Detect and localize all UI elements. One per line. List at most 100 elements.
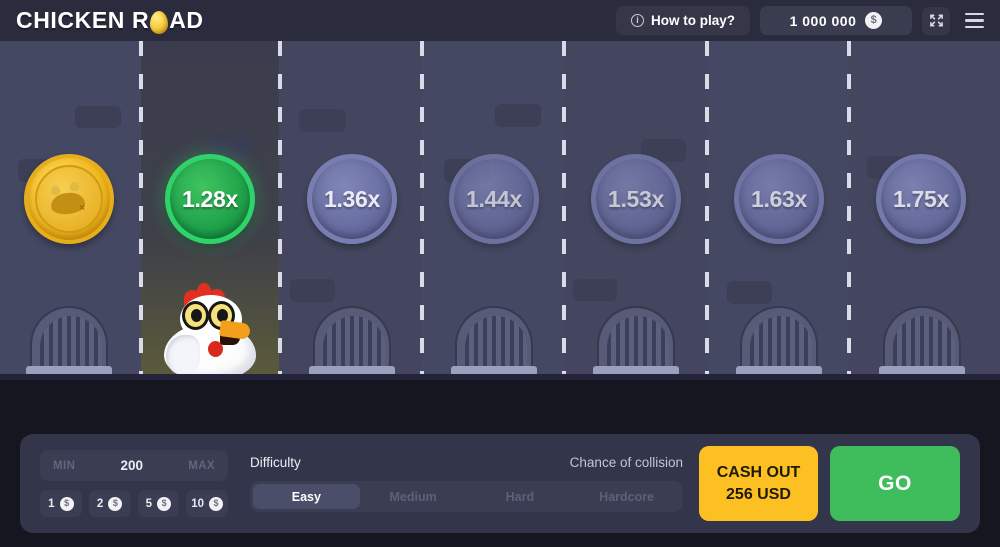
lane-arch (736, 306, 822, 376)
arch-base (736, 366, 822, 376)
go-button[interactable]: GO (830, 446, 960, 521)
coin-inner: × (35, 165, 103, 233)
quick-bet-10[interactable]: 10 $ (186, 490, 228, 517)
bet-controls: MIN 200 MAX 1 $ 2 $ 5 $ 10 (32, 450, 228, 517)
arch-bars (750, 316, 812, 368)
coin-face (876, 154, 966, 244)
coin-multiplier-next[interactable]: 1.36x (307, 154, 397, 244)
coin-multiplier[interactable]: 1.63x (734, 154, 824, 244)
lane-arch (879, 306, 965, 376)
lane-arch (26, 306, 112, 376)
cash-out-button[interactable]: CASH OUT 256 USD (699, 446, 818, 521)
arch-bars (40, 316, 102, 368)
dollar-coin-icon: $ (209, 496, 224, 511)
menu-line-3 (964, 25, 984, 29)
quick-bet-2[interactable]: 2 $ (88, 490, 131, 517)
difficulty-section: Difficulty Chance of collision Easy Medi… (228, 455, 699, 512)
logo-text-right: AD (169, 7, 204, 33)
quick-bet-amount: 2 (96, 497, 104, 510)
lane-arch (451, 306, 537, 376)
arch-bars (893, 316, 955, 368)
coin-multiplier-current[interactable]: 1.28x (165, 154, 255, 244)
quick-bet-chips: 1 $ 2 $ 5 $ 10 $ (40, 490, 228, 517)
game-board: × 1.28x 1.36x 1.44x 1.53x 1.63x 1.75x (0, 41, 1000, 380)
arch-dome (883, 306, 961, 368)
header-actions: i How to play? 1 000 000 $ (616, 6, 988, 35)
difficulty-label: Difficulty (250, 455, 301, 470)
coin-label: 1.44x (465, 185, 523, 212)
lane-divider (847, 41, 851, 380)
difficulty-option-medium[interactable]: Medium (389, 489, 437, 504)
dollar-coin-icon: $ (59, 496, 74, 511)
control-panel: MIN 200 MAX 1 $ 2 $ 5 $ 10 (20, 434, 980, 533)
road-patch (299, 109, 346, 132)
chicken-pupil-left (191, 309, 202, 322)
lane-arch (593, 306, 679, 376)
balance-value: 1 000 000 (789, 12, 857, 29)
road-patch (727, 281, 772, 304)
bet-min-button[interactable]: MIN (53, 459, 76, 472)
quick-bet-amount: 1 (48, 497, 55, 510)
cash-out-line-1: CASH OUT (716, 463, 801, 481)
how-to-play-label: How to play? (651, 13, 735, 28)
coin-collected[interactable]: × (24, 154, 114, 244)
difficulty-option-easy[interactable]: Easy (253, 484, 360, 509)
lane-arch (309, 306, 395, 376)
arch-bars (607, 316, 669, 368)
quick-bet-1[interactable]: 1 $ (40, 490, 82, 517)
golden-egg-icon (150, 11, 169, 34)
balance-display[interactable]: 1 000 000 $ (760, 6, 912, 35)
coin-face (734, 154, 824, 244)
coin-label: 1.75x (892, 185, 950, 212)
chicken-character (158, 279, 262, 380)
arch-dome (597, 306, 675, 368)
difficulty-option-hardcore[interactable]: Hardcore (599, 489, 655, 504)
road-patch (208, 133, 252, 157)
chicken-drumstick-icon: × (47, 181, 91, 217)
coin-label: 1.36x (323, 185, 381, 212)
quick-bet-5[interactable]: 5 $ (137, 490, 180, 517)
coin-face (591, 154, 681, 244)
bet-amount-input[interactable]: MIN 200 MAX (40, 450, 228, 481)
road-patch (495, 104, 541, 127)
coin-face (449, 154, 539, 244)
drumstick-bone-2 (69, 181, 80, 192)
arch-base (879, 366, 965, 376)
lane-divider (420, 41, 424, 380)
app-logo: CHICKEN R AD (16, 7, 204, 34)
action-buttons: CASH OUT 256 USD GO (699, 446, 968, 521)
coin-multiplier[interactable]: 1.75x (876, 154, 966, 244)
coin-face (307, 154, 397, 244)
arch-bars (323, 316, 385, 368)
chicken-wing (166, 335, 200, 375)
road-patch (573, 279, 617, 301)
arch-dome (313, 306, 391, 368)
coin-label: 1.28x (181, 185, 239, 212)
coin-face (165, 154, 255, 244)
arch-dome (740, 306, 818, 368)
bet-max-button[interactable]: MAX (188, 459, 215, 472)
dollar-coin-icon: $ (108, 496, 123, 511)
lane-divider (705, 41, 709, 380)
arch-base (593, 366, 679, 376)
arch-bars (465, 316, 527, 368)
road-patch (290, 279, 335, 302)
arch-base (26, 366, 112, 376)
coin-multiplier[interactable]: 1.44x (449, 154, 539, 244)
lane-divider (562, 41, 566, 380)
chicken-eye-left (182, 301, 209, 330)
coin-multiplier[interactable]: 1.53x (591, 154, 681, 244)
dollar-coin-icon: $ (865, 12, 883, 29)
quick-bet-amount: 10 (191, 497, 205, 510)
difficulty-option-hard[interactable]: Hard (505, 489, 535, 504)
how-to-play-button[interactable]: i How to play? (616, 6, 750, 35)
info-circle-icon: i (631, 14, 644, 27)
arch-dome (455, 306, 533, 368)
fullscreen-button[interactable] (922, 6, 950, 35)
coin-label: 1.63x (750, 185, 808, 212)
cash-out-line-2: 256 USD (726, 485, 791, 503)
bet-value[interactable]: 200 (120, 458, 144, 473)
hamburger-menu-button[interactable] (960, 7, 988, 35)
arch-dome (30, 306, 108, 368)
